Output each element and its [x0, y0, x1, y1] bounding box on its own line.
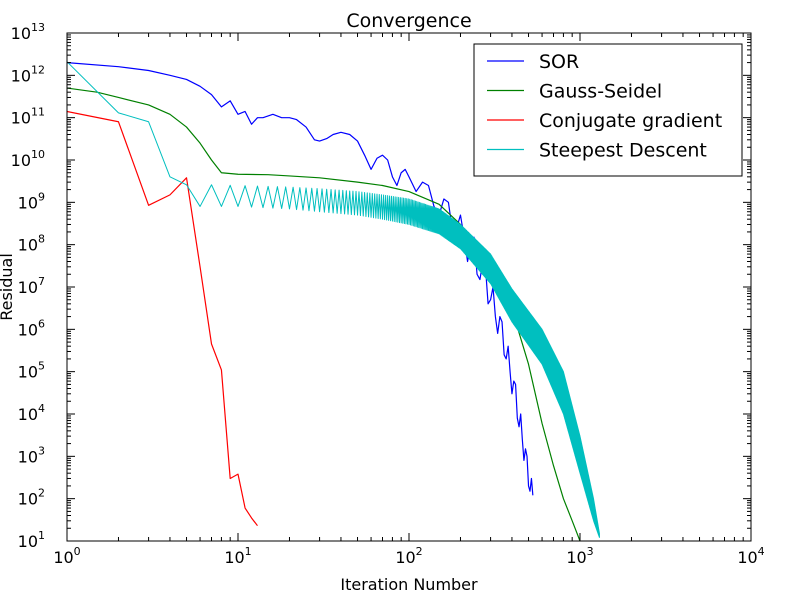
y-tick-label: 106 [18, 317, 45, 339]
y-axis-label: Residual [0, 253, 16, 321]
legend-box [473, 43, 743, 177]
x-axis-label: Iteration Number [340, 575, 478, 594]
series-layer [67, 61, 600, 541]
chart-title: Convergence [346, 10, 471, 32]
series-line-gauss-seidel [67, 87, 581, 541]
y-tick-label: 105 [18, 360, 45, 382]
y-tick-label: 109 [18, 190, 45, 212]
legend-entry-label: SOR [539, 51, 579, 73]
y-tick-label: 104 [18, 402, 45, 424]
x-tick-label: 104 [737, 545, 764, 567]
x-tick-label: 100 [53, 545, 80, 567]
legend: SOR Gauss-Seidel Conjugate gradient Steepes… [473, 43, 743, 177]
y-tick-label: 1012 [11, 63, 45, 85]
series-line-sor [67, 61, 534, 496]
y-tick-label: 108 [18, 233, 45, 255]
legend-entry-label: Conjugate gradient [539, 110, 722, 132]
y-tick-label: 103 [18, 444, 45, 466]
y-tick-label: 1013 [11, 21, 45, 43]
x-tick-label: 101 [224, 545, 251, 567]
y-tick-label: 102 [18, 487, 45, 509]
y-tick-label: 107 [18, 275, 45, 297]
y-tick-label: 1011 [11, 106, 45, 128]
series-line-conjugate-gradient [67, 110, 258, 527]
legend-entry-label: Gauss-Seidel [539, 81, 662, 103]
y-tick-label: 101 [18, 529, 45, 551]
x-tick-label: 103 [566, 545, 593, 567]
legend-entry-label: Steepest Descent [539, 140, 707, 162]
ticks-layer: 100 101 102 103 104 101 102 103 104 105 106 107 108 1… [11, 21, 765, 567]
y-tick-label: 1010 [11, 148, 45, 170]
series-line-steepest-descent [67, 61, 600, 538]
x-tick-label: 102 [395, 545, 422, 567]
